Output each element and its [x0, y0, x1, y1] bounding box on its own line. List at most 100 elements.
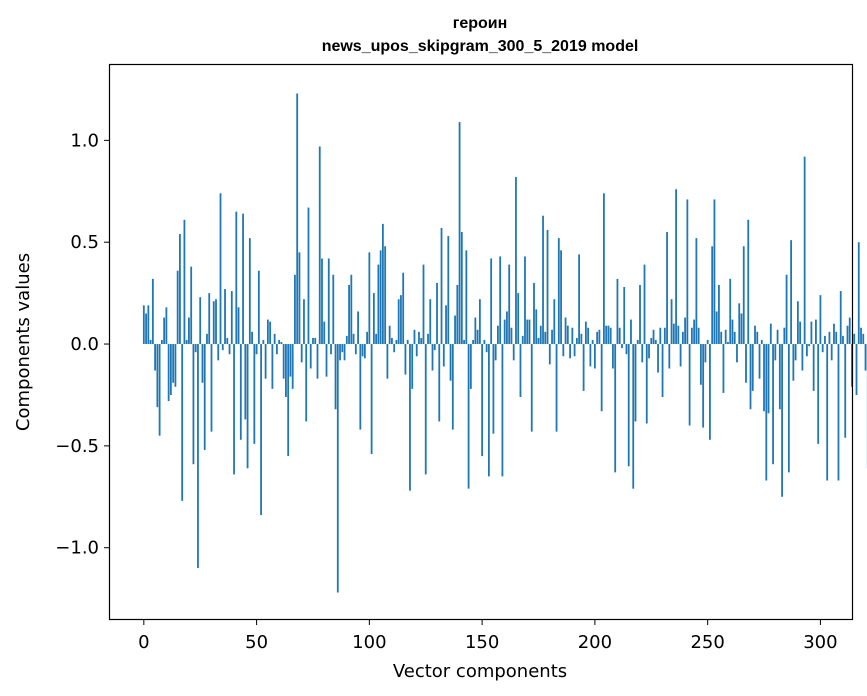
bar [616, 278, 619, 345]
bar [690, 327, 693, 345]
bar [409, 344, 411, 491]
bar [846, 325, 849, 345]
bar [357, 311, 359, 345]
bar [264, 344, 267, 379]
bar [431, 344, 434, 371]
bar [693, 319, 696, 345]
bar [345, 335, 348, 345]
bar [494, 344, 497, 361]
bar [632, 344, 635, 489]
bar [158, 344, 161, 436]
bar [614, 344, 617, 473]
bar [490, 258, 493, 345]
bar [197, 344, 199, 569]
bar [760, 339, 763, 345]
bar [404, 344, 407, 375]
bar [621, 344, 623, 349]
x-tick-label: 250 [690, 632, 724, 653]
bar [864, 344, 867, 371]
bar [442, 344, 445, 367]
bar [589, 344, 592, 367]
bar [291, 344, 294, 389]
bar [334, 344, 337, 410]
bar [715, 311, 718, 345]
bar [600, 344, 603, 412]
y-tick-label: −0.5 [55, 436, 99, 457]
bar [792, 344, 795, 381]
bar [803, 156, 806, 345]
bar [176, 270, 179, 345]
bar [156, 344, 159, 408]
bar [648, 344, 650, 359]
bar [463, 339, 465, 345]
bar [765, 344, 768, 481]
bar [203, 344, 206, 450]
bar [548, 344, 551, 365]
bar [564, 317, 567, 345]
bar [526, 319, 529, 345]
bar [709, 344, 711, 440]
bar [384, 246, 387, 345]
bar [145, 313, 147, 345]
bar [542, 215, 544, 345]
bar [330, 344, 332, 355]
bar [776, 329, 779, 345]
bar [639, 284, 641, 345]
bar [612, 344, 614, 369]
bar [160, 339, 163, 345]
bar [812, 344, 815, 391]
bar [722, 344, 725, 393]
bar [235, 211, 238, 345]
bar [316, 344, 319, 379]
bar [817, 344, 820, 444]
bar [478, 299, 481, 345]
bar [273, 333, 276, 345]
bar [237, 307, 240, 345]
bar [557, 238, 560, 345]
bar [679, 344, 682, 367]
bar [787, 344, 790, 473]
bar [769, 323, 772, 345]
bar [149, 339, 152, 345]
bar [181, 344, 184, 501]
bar [837, 344, 840, 481]
bar [857, 242, 860, 345]
bar [427, 333, 429, 345]
bar [456, 284, 459, 345]
bar [192, 344, 195, 465]
bar [433, 344, 436, 351]
bar [172, 344, 175, 383]
bar [562, 344, 565, 357]
bar [199, 297, 202, 345]
bar [830, 344, 833, 361]
bar [167, 344, 170, 402]
bar [142, 305, 145, 345]
bar [839, 291, 842, 345]
bar [368, 252, 371, 345]
bar [318, 146, 321, 345]
bar [587, 327, 590, 345]
bar [352, 333, 355, 345]
bar [440, 227, 443, 345]
bar [794, 344, 797, 361]
bar [740, 313, 743, 345]
x-tick-label: 100 [352, 632, 386, 653]
bar [372, 293, 375, 345]
bar [483, 339, 486, 345]
bar [645, 344, 648, 424]
bar [853, 333, 856, 345]
bar [206, 333, 208, 345]
bar [544, 331, 547, 345]
bar [772, 344, 774, 465]
bar [379, 250, 382, 345]
bar [393, 344, 396, 353]
x-tick-label: 0 [138, 632, 149, 653]
bar [151, 278, 154, 345]
bar [402, 272, 405, 345]
bar [363, 344, 366, 359]
bar [821, 344, 824, 353]
bar [194, 344, 197, 353]
bar [388, 325, 391, 345]
bar [699, 344, 702, 385]
bar [228, 344, 231, 355]
